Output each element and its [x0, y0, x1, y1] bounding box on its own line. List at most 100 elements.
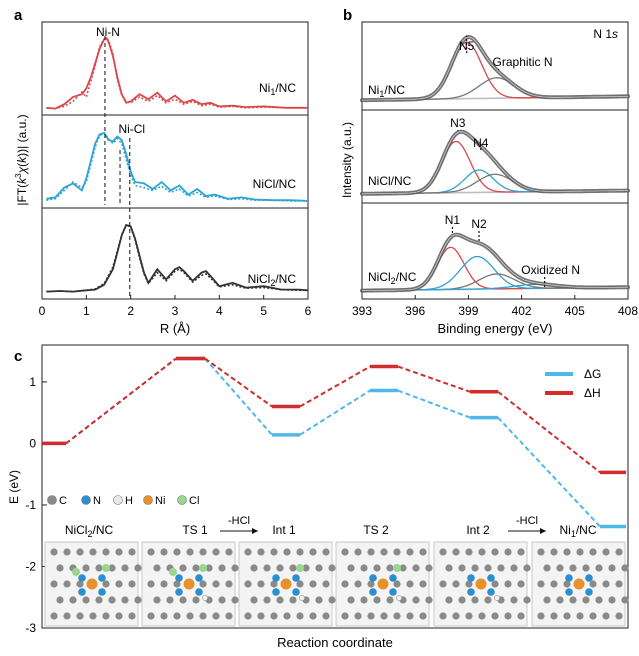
a-x-tick-label: 4	[216, 304, 223, 318]
carbon-atom	[179, 596, 187, 604]
carbon-atom	[406, 548, 414, 556]
nitrogen-atom	[272, 574, 280, 582]
chlorine-atom	[296, 564, 304, 572]
chlorine-atom	[102, 564, 110, 572]
nitrogen-atom	[585, 574, 593, 582]
carbon-atom	[393, 612, 401, 620]
carbon-atom	[471, 564, 479, 572]
carbon-atom	[380, 612, 388, 620]
nickel-atom	[377, 578, 389, 590]
a-x-tick-label: 6	[305, 304, 312, 318]
carbon-atom	[115, 580, 123, 588]
carbon-atom	[458, 596, 466, 604]
dG-connector	[204, 357, 273, 436]
carbon-atom	[322, 612, 330, 620]
hydrogen-atom	[299, 595, 305, 601]
panel-c-state-labels: NiCl2/NC TS 1 Int 1 TS 2 Int 2 Ni1/NC -HCl -HCl	[65, 515, 597, 539]
panel-c-letter: c	[14, 348, 22, 365]
nitrogen-atom	[565, 574, 573, 582]
carbon-atom	[517, 580, 525, 588]
carbon-atom	[244, 580, 252, 588]
atom-legend-label: Ni	[155, 495, 165, 507]
carbon-atom	[439, 612, 447, 620]
carbon-atom	[153, 596, 161, 604]
carbon-atom	[128, 580, 136, 588]
nickel-atom	[280, 578, 292, 590]
carbon-atom	[445, 564, 453, 572]
carbon-atom	[205, 564, 213, 572]
carbon-atom	[302, 564, 310, 572]
panel-a-y-axis-label: |FT(k3χ(k))| (a.u.)	[14, 114, 29, 205]
carbon-atom	[250, 564, 258, 572]
carbon-atom	[595, 596, 603, 604]
carbon-atom	[621, 596, 629, 604]
carbon-atom	[231, 596, 239, 604]
carbon-atom	[322, 580, 330, 588]
panel-b-title: N 1s	[593, 27, 618, 41]
panel-c: c -3 -2 -1 0 1 ΔG ΔH C N H Ni Cl NiCl2/NC TS 1 Int …	[7, 344, 629, 650]
b-x-tick-label: 402	[512, 304, 532, 318]
carbon-atom	[484, 564, 492, 572]
carbon-atom	[192, 564, 200, 572]
carbon-atom	[192, 596, 200, 604]
dG-connector	[497, 416, 601, 528]
nitrogen-atom	[369, 574, 377, 582]
c-y-tick-label: -3	[25, 621, 36, 635]
atom-legend-label: N	[93, 495, 101, 507]
carbon-atom	[406, 580, 414, 588]
b-x-tick-label: 393	[352, 304, 372, 318]
nitrogen-atom	[389, 574, 397, 582]
carbon-atom	[296, 612, 304, 620]
carbon-atom	[465, 580, 473, 588]
carbon-atom	[102, 548, 110, 556]
carbon-atom	[569, 564, 577, 572]
b-x-tick-label: 408	[618, 304, 638, 318]
carbon-atom	[270, 580, 278, 588]
carbon-atom	[347, 564, 355, 572]
carbon-atom	[56, 596, 64, 604]
carbon-atom	[225, 548, 233, 556]
carbon-atom	[147, 548, 155, 556]
carbon-atom	[615, 548, 623, 556]
carbon-atom	[225, 580, 233, 588]
a-fit-curve-2	[46, 131, 309, 202]
carbon-atom	[108, 564, 116, 572]
carbon-atom	[147, 580, 155, 588]
carbon-atom	[212, 612, 220, 620]
carbon-atom	[367, 612, 375, 620]
carbon-atom	[128, 548, 136, 556]
carbon-atom	[563, 612, 571, 620]
carbon-atom	[602, 612, 610, 620]
state-label: Int 2	[466, 523, 490, 537]
nitrogen-atom	[195, 588, 203, 596]
nitrogen-atom	[292, 588, 300, 596]
panel-b-curves	[360, 34, 630, 293]
ni-cl-label: Ni-Cl	[118, 122, 145, 136]
nitrogen-atom	[467, 588, 475, 596]
carbon-atom	[589, 612, 597, 620]
carbon-atom	[250, 596, 258, 604]
panel-c-structure-images	[44, 541, 629, 627]
carbon-atom	[257, 612, 265, 620]
state-label: NiCl2/NC	[65, 523, 114, 539]
carbon-atom	[102, 580, 110, 588]
carbon-atom	[186, 612, 194, 620]
nitrogen-atom	[175, 588, 183, 596]
a-fit-curve-3	[46, 223, 309, 293]
panel-a-subpanel-label-1: Ni1/NC	[259, 81, 296, 97]
carbon-atom	[393, 548, 401, 556]
carbon-atom	[556, 564, 564, 572]
nitrogen-atom	[292, 574, 300, 582]
dH-connector	[497, 390, 601, 474]
carbon-atom	[589, 548, 597, 556]
carbon-atom	[69, 596, 77, 604]
carbon-atom	[244, 612, 252, 620]
nitrogen-atom	[389, 588, 397, 596]
carbon-atom	[63, 548, 71, 556]
carbon-atom	[134, 596, 142, 604]
dH-connector	[204, 357, 273, 408]
panel-b-subpanel-label-2: NiCl/NC	[368, 174, 412, 188]
carbon-atom	[484, 596, 492, 604]
carbon-atom	[589, 580, 597, 588]
carbon-atom	[465, 548, 473, 556]
